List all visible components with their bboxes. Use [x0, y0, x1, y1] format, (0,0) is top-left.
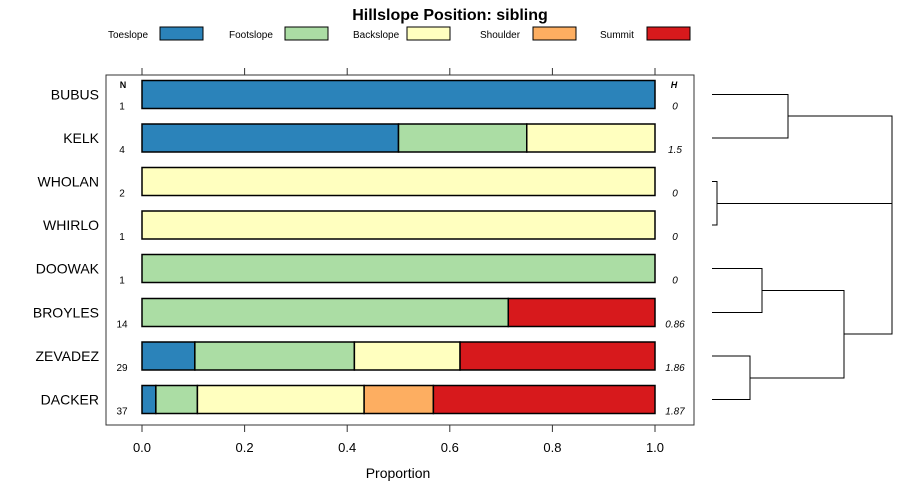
- legend-swatch-shoulder: [532, 26, 577, 41]
- bar-segment-backslope: [353, 341, 461, 371]
- dendrogram-branch: [712, 355, 751, 400]
- h-value: 0: [672, 102, 678, 113]
- legend-label-backslope: Backslope: [353, 30, 400, 41]
- dendrogram-branch: [750, 290, 845, 379]
- bar-segment-toeslope: [141, 79, 656, 110]
- n-value: 37: [116, 407, 128, 418]
- n-value: 1: [119, 276, 125, 287]
- h-value: 0: [672, 189, 678, 200]
- h-value: 1.86: [665, 363, 685, 374]
- h-value: 0: [672, 276, 678, 287]
- n-value: 14: [116, 320, 128, 331]
- bar-segment-summit: [459, 341, 656, 371]
- bar-segment-summit: [432, 384, 656, 415]
- top-axis-ticks: [141, 68, 656, 75]
- dendrogram: [712, 94, 893, 400]
- bar-row: WHOLAN 2 0: [38, 166, 678, 200]
- dendrogram-branch: [844, 160, 893, 335]
- bar-row: KELK 4 1.5: [63, 123, 682, 156]
- bar-segment-backslope: [526, 123, 656, 153]
- bar-row: ZEVADEZ 29 1.86: [35, 341, 685, 374]
- legend-swatch-summit: [646, 26, 691, 41]
- bar-segment-backslope: [141, 210, 656, 240]
- bar-segment-footslope: [194, 341, 356, 371]
- h-value: 1.5: [668, 145, 682, 156]
- n-value: 4: [119, 145, 125, 156]
- x-tick-label: 0.6: [441, 440, 459, 455]
- chart-title: Hillslope Position: sibling: [352, 7, 548, 24]
- bar-segment-shoulder: [363, 384, 435, 415]
- bar-segment-backslope: [141, 166, 656, 197]
- row-label: DOOWAK: [36, 261, 100, 277]
- bar-segment-footslope: [141, 253, 656, 284]
- dendrogram-branch: [717, 115, 893, 204]
- bar-segment-footslope: [397, 123, 528, 153]
- dendrogram-branch: [712, 268, 763, 313]
- n-value: 29: [116, 363, 128, 374]
- h-value: 0.86: [665, 320, 685, 331]
- x-tick-label: 0.8: [543, 440, 561, 455]
- bar-segment-summit: [507, 297, 656, 328]
- bar-segment-backslope: [196, 384, 365, 415]
- dendrogram-branch: [712, 181, 718, 226]
- n-column-header: N: [120, 80, 127, 90]
- legend: Toeslope Footslope Backslope Shoulder Summit: [108, 26, 691, 41]
- legend-label-shoulder: Shoulder: [480, 30, 521, 41]
- dendrogram-branch: [712, 94, 789, 139]
- bar-row: WHIRLO 1 0: [43, 210, 678, 243]
- row-label: WHIRLO: [43, 217, 99, 233]
- bar-row: BUBUS 1 0: [51, 79, 678, 113]
- bar-row: DOOWAK 1 0: [36, 253, 678, 287]
- n-value: 1: [119, 102, 125, 113]
- bar-segment-footslope: [155, 384, 199, 415]
- row-label: ZEVADEZ: [35, 348, 99, 364]
- legend-swatch-toeslope: [159, 26, 204, 41]
- bar-segment-toeslope: [141, 341, 196, 371]
- bar-row: DACKER 37 1.87: [41, 384, 685, 418]
- x-tick-label: 1.0: [646, 440, 664, 455]
- x-axis: 0.0 0.2 0.4 0.6 0.8 1.0: [133, 425, 664, 455]
- h-column-header: H: [671, 80, 678, 90]
- row-label: DACKER: [41, 392, 99, 408]
- bar-segment-toeslope: [141, 384, 157, 415]
- h-value: 1.87: [665, 407, 685, 418]
- n-value: 1: [119, 232, 125, 243]
- x-tick-label: 0.4: [338, 440, 356, 455]
- x-tick-label: 0.2: [236, 440, 254, 455]
- row-label: KELK: [63, 130, 99, 146]
- bar-segment-footslope: [141, 297, 510, 328]
- plot-frame: [105, 74, 695, 426]
- legend-swatch-footslope: [284, 26, 329, 41]
- h-value: 0: [672, 232, 678, 243]
- bar-row: BROYLES 14 0.86: [33, 297, 685, 331]
- n-value: 2: [119, 189, 125, 200]
- legend-swatch-backslope: [406, 26, 451, 41]
- row-label: BROYLES: [33, 305, 99, 321]
- row-label: BUBUS: [51, 87, 99, 103]
- x-tick-label: 0.0: [133, 440, 151, 455]
- bar-segment-toeslope: [141, 123, 400, 153]
- legend-label-footslope: Footslope: [229, 30, 273, 41]
- legend-label-toeslope: Toeslope: [108, 30, 148, 41]
- row-label: WHOLAN: [38, 174, 99, 190]
- legend-label-summit: Summit: [600, 30, 634, 41]
- x-axis-title: Proportion: [366, 465, 431, 481]
